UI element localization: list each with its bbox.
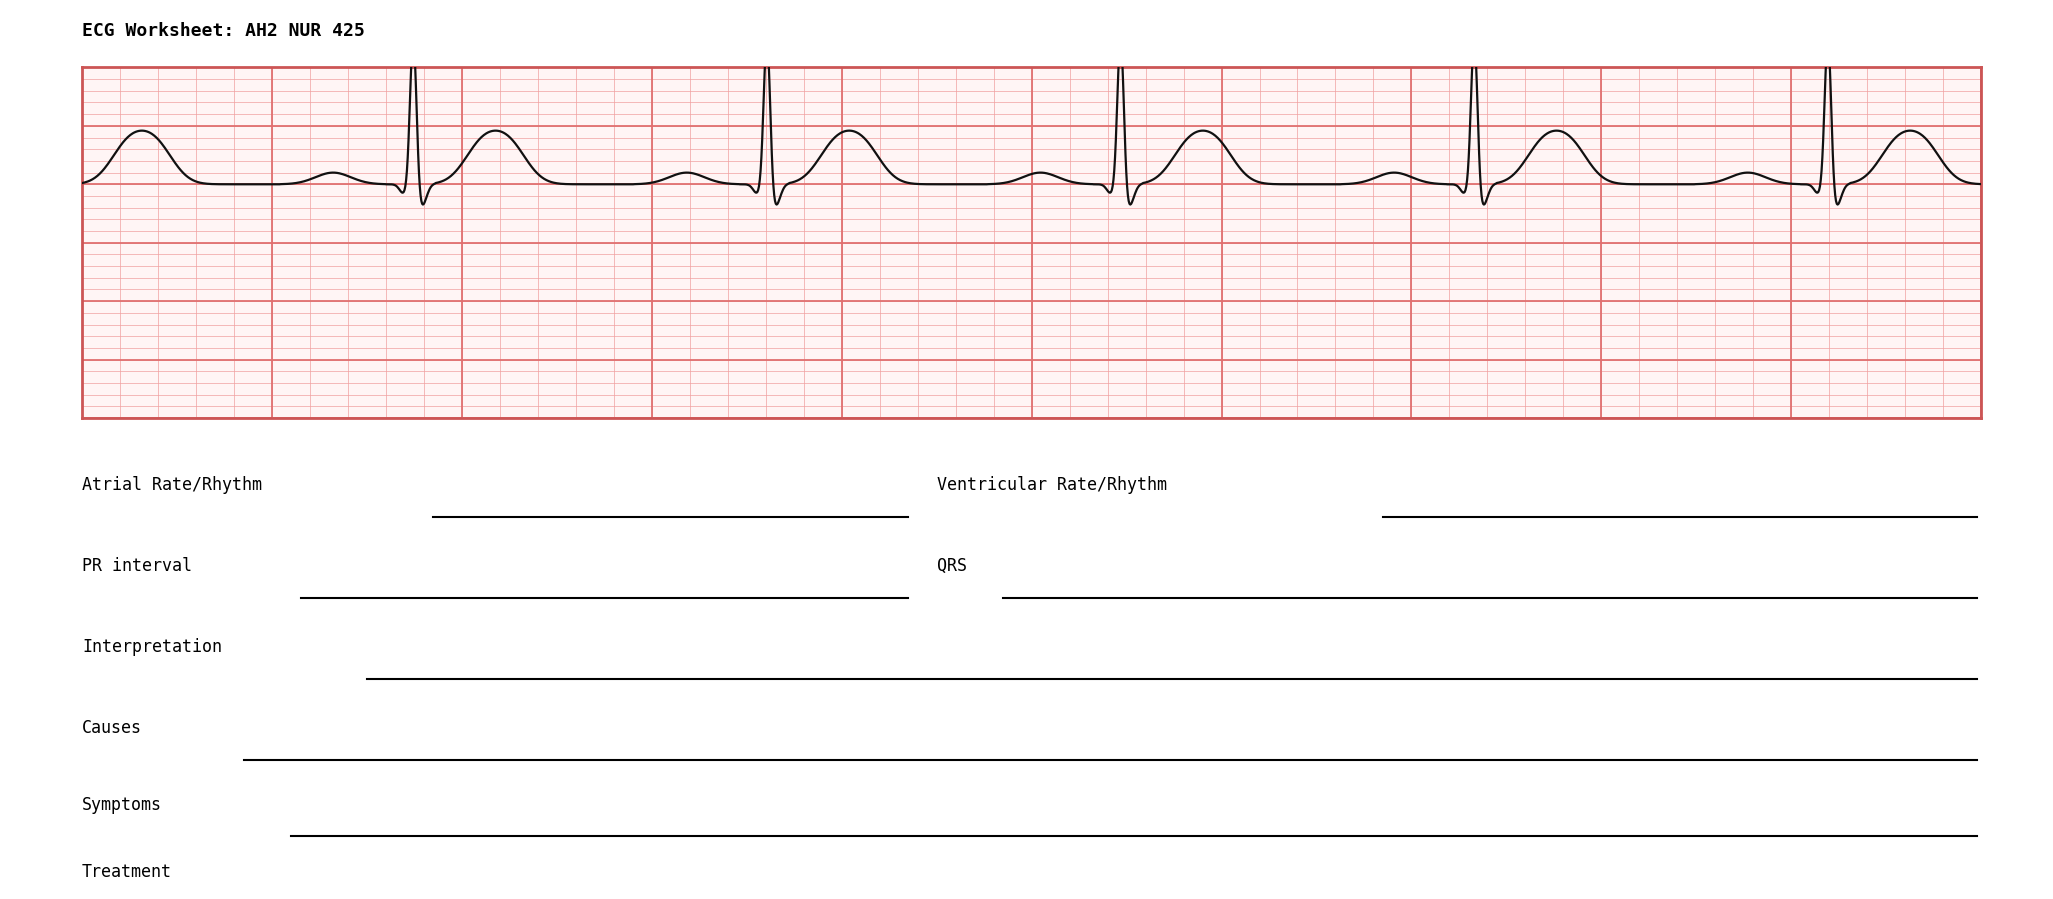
- Text: Treatment: Treatment: [82, 863, 172, 881]
- Text: PR interval: PR interval: [82, 557, 193, 575]
- Text: Ventricular Rate/Rhythm: Ventricular Rate/Rhythm: [936, 476, 1166, 494]
- Text: ECG Worksheet: AH2 NUR 425: ECG Worksheet: AH2 NUR 425: [82, 22, 365, 40]
- Text: Causes: Causes: [82, 719, 142, 737]
- Text: Atrial Rate/Rhythm: Atrial Rate/Rhythm: [82, 476, 263, 494]
- Text: QRS: QRS: [936, 557, 967, 575]
- Text: Interpretation: Interpretation: [82, 638, 222, 656]
- Text: Symptoms: Symptoms: [82, 796, 162, 814]
